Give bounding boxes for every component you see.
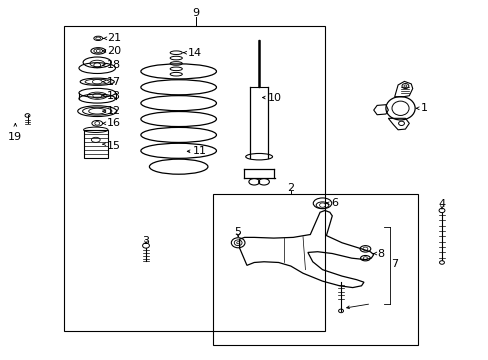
Text: 16: 16: [107, 118, 121, 128]
Text: 7: 7: [390, 259, 397, 269]
Text: 15: 15: [107, 141, 121, 151]
Text: 18: 18: [107, 60, 121, 70]
Text: 5: 5: [234, 227, 241, 237]
Text: 10: 10: [267, 93, 281, 103]
Text: 11: 11: [193, 146, 207, 156]
Text: 9: 9: [192, 8, 199, 18]
Text: 20: 20: [107, 46, 121, 56]
Text: 4: 4: [438, 199, 445, 210]
Text: 12: 12: [107, 106, 121, 116]
Text: 21: 21: [107, 33, 121, 43]
Text: 2: 2: [286, 183, 294, 193]
Text: 13: 13: [107, 91, 121, 101]
Text: 14: 14: [187, 48, 201, 58]
Text: 3: 3: [142, 236, 149, 246]
Text: 19: 19: [8, 132, 22, 142]
Text: 1: 1: [420, 103, 427, 113]
Text: 8: 8: [376, 248, 384, 258]
Text: 6: 6: [330, 198, 338, 208]
Text: 17: 17: [107, 77, 121, 87]
